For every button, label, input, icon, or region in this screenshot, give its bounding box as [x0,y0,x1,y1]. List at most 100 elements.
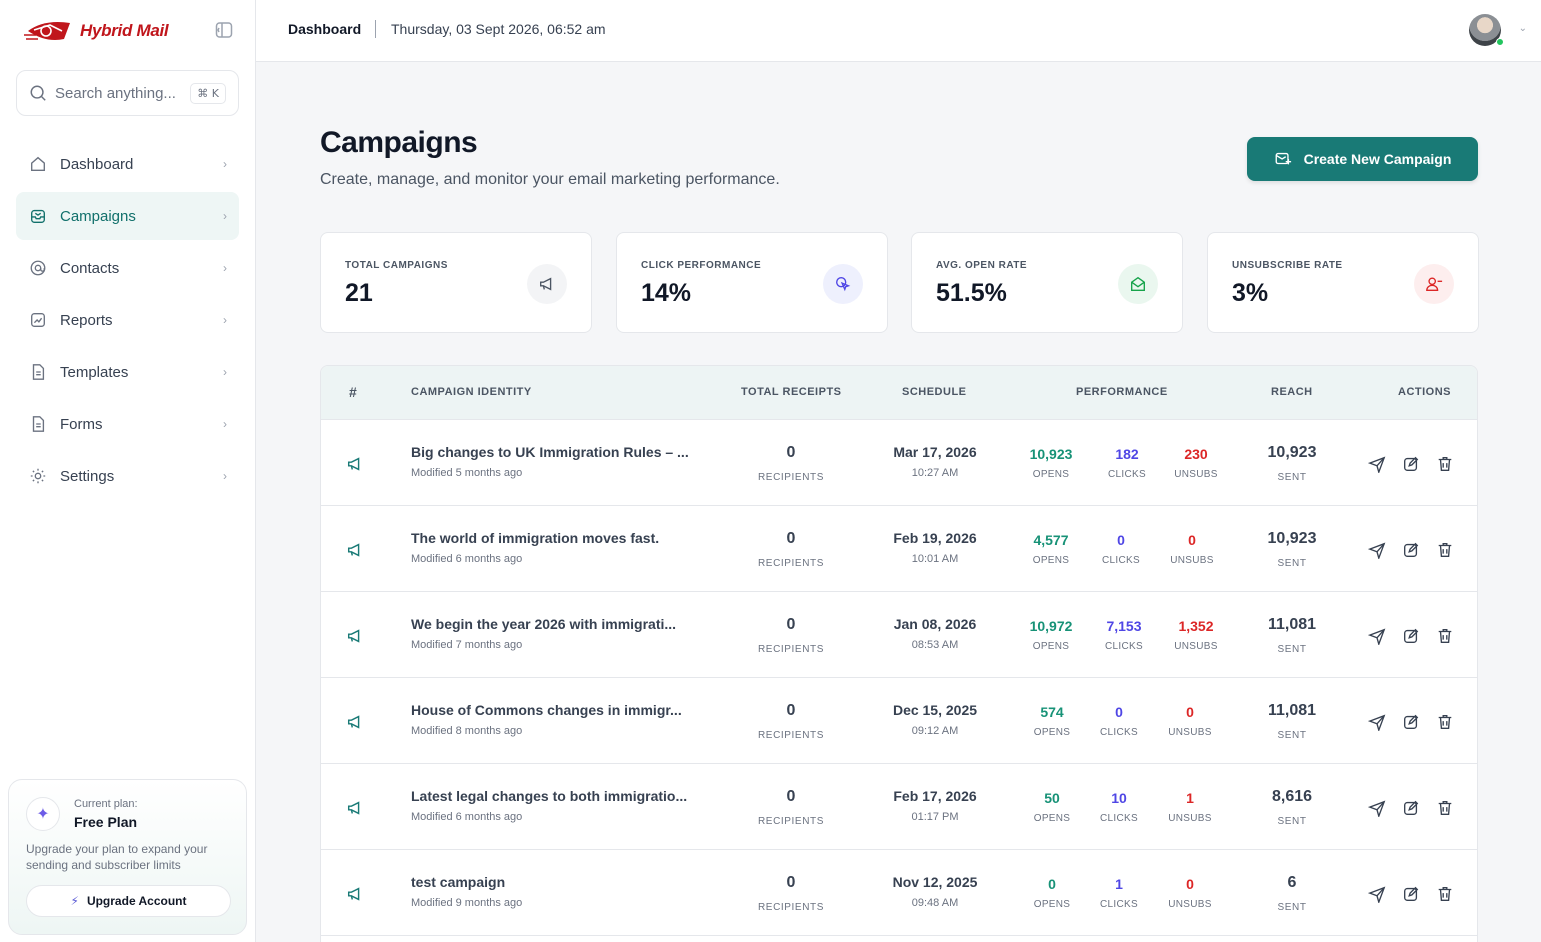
sent-caption: SENT [1277,902,1307,913]
campaign-modified: Modified 9 months ago [411,897,523,909]
table-row[interactable]: House of Commons changes in immigr... Mo… [321,678,1477,764]
chevron-right-icon: › [223,157,227,171]
megaphone-icon [346,455,364,478]
send-icon[interactable] [1367,884,1387,904]
campaign-name[interactable]: Latest legal changes to both immigratio.… [411,788,688,804]
table-row[interactable]: The world of immigration moves fast. Mod… [321,506,1477,592]
bolt-icon: ⚡︎ [70,894,79,908]
trash-icon[interactable] [1435,454,1455,474]
clicks-caption: CLICKS [1102,555,1140,566]
edit-icon[interactable] [1401,712,1421,732]
opens-count: 0 [1048,876,1056,892]
opens-caption: OPENS [1033,813,1071,824]
col-campaign-identity[interactable]: CAMPAIGN IDENTITY [411,386,532,398]
schedule-time: 01:17 PM [911,811,959,823]
schedule-time: 09:12 AM [911,725,959,737]
breadcrumb[interactable]: Dashboard [288,21,362,37]
chevron-down-icon[interactable]: ⌄ [1518,23,1527,34]
col-schedule[interactable]: SCHEDULE [902,386,967,398]
schedule-date: Feb 19, 2026 [893,530,977,546]
send-icon[interactable] [1367,798,1387,818]
send-icon[interactable] [1367,540,1387,560]
trash-icon[interactable] [1435,798,1455,818]
schedule-date: Jan 08, 2026 [893,616,977,632]
edit-icon[interactable] [1401,626,1421,646]
unsubs-count: 1 [1186,790,1194,806]
campaign-name[interactable]: We begin the year 2026 with immigrati... [411,616,677,632]
stat-value: 3% [1232,279,1269,307]
unsubs-caption: UNSUBS [1168,899,1212,910]
sent-caption: SENT [1277,730,1307,741]
sidebar-item-campaigns[interactable]: Campaigns › [16,192,239,240]
campaign-name[interactable]: House of Commons changes in immigr... [411,702,682,718]
sidebar-item-reports[interactable]: Reports › [16,296,239,344]
campaign-name[interactable]: Big changes to UK Immigration Rules – ..… [411,444,689,460]
user-remove-icon [1414,264,1454,304]
megaphone-icon [346,799,364,822]
gear-icon [28,466,48,486]
unsubs-caption: UNSUBS [1170,555,1214,566]
edit-icon[interactable] [1401,454,1421,474]
campaign-name[interactable]: The world of immigration moves fast. [411,530,660,546]
recipients-caption: RECIPIENTS [757,902,824,913]
create-new-campaign-button[interactable]: Create New Campaign [1247,137,1478,181]
search-placeholder: Search anything... [55,84,176,102]
edit-icon[interactable] [1401,798,1421,818]
unsubs-caption: UNSUBS [1168,727,1212,738]
unsubs-count: 230 [1184,446,1208,462]
trash-icon[interactable] [1435,540,1455,560]
opens-caption: OPENS [1033,727,1071,738]
sidebar-item-label: Reports [60,311,113,329]
current-datetime: Thursday, 03 Sept 2026, 06:52 am [391,21,606,37]
sidebar-item-settings[interactable]: Settings › [16,452,239,500]
sidebar-item-templates[interactable]: Templates › [16,348,239,396]
col-reach[interactable]: REACH [1271,386,1313,398]
campaigns-table: # CAMPAIGN IDENTITY TOTAL RECEIPTS SCHED… [320,365,1478,942]
table-row[interactable]: test campaign Modified 9 months ago 0 RE… [321,850,1477,936]
table-row[interactable]: Latest legal changes to both immigratio.… [321,764,1477,850]
unsubs-caption: UNSUBS [1168,813,1212,824]
edit-icon[interactable] [1401,884,1421,904]
col-performance[interactable]: PERFORMANCE [1076,386,1168,398]
trash-icon[interactable] [1435,626,1455,646]
megaphone-icon [346,627,364,650]
sidebar-item-contacts[interactable]: Contacts › [16,244,239,292]
recipients-caption: RECIPIENTS [757,472,824,483]
table-row[interactable]: Big changes to UK Immigration Rules – ..… [321,420,1477,506]
recipients-count: 0 [786,874,796,891]
clicks-count: 182 [1115,446,1139,462]
search-shortcut: ⌘ K [190,82,226,104]
col-total-receipts[interactable]: TOTAL RECEIPTS [741,386,842,398]
search-input[interactable]: Search anything... ⌘ K [16,70,239,116]
sparkle-icon: ✦ [26,797,60,831]
envelope-open-icon [1118,264,1158,304]
sidebar-item-dashboard[interactable]: Dashboard › [16,140,239,188]
upgrade-account-label: Upgrade Account [86,894,187,908]
send-icon[interactable] [1367,454,1387,474]
send-icon[interactable] [1367,712,1387,732]
mail-logo-icon [24,22,70,40]
upgrade-account-button[interactable]: ⚡︎ Upgrade Account [26,885,231,917]
chevron-right-icon: › [223,261,227,275]
logo-row: Hybrid Mail [24,14,236,48]
recipients-count: 0 [786,530,796,547]
unsubs-count: 0 [1186,704,1194,720]
sidebar-toggle-icon[interactable] [214,20,234,40]
sidebar-item-label: Templates [60,363,129,381]
send-icon[interactable] [1367,626,1387,646]
unsubs-count: 0 [1186,876,1194,892]
sidebar-item-forms[interactable]: Forms › [16,400,239,448]
trash-icon[interactable] [1435,884,1455,904]
schedule-date: Nov 12, 2025 [892,874,978,890]
brand-logo[interactable]: Hybrid Mail [24,16,169,46]
megaphone-icon [346,541,364,564]
trash-icon[interactable] [1435,712,1455,732]
table-row[interactable]: We begin the year 2026 with immigrati...… [321,592,1477,678]
opens-count: 50 [1044,790,1060,806]
recipients-count: 0 [786,616,796,633]
edit-icon[interactable] [1401,540,1421,560]
campaign-name[interactable]: test campaign [411,874,506,890]
unsubs-count: 0 [1188,532,1196,548]
stat-unsubscribe-rate: UNSUBSCRIBE RATE 3% [1207,232,1479,333]
avatar[interactable] [1469,14,1501,46]
